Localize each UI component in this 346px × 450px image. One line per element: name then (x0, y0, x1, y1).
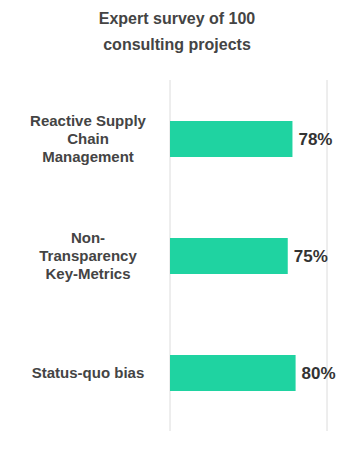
svg-text:80%: 80% (302, 364, 336, 383)
svg-text:78%: 78% (298, 130, 332, 149)
html-text:Expert survey of 100 consultin: Expert survey of 100 consulting projects (98, 10, 256, 53)
svg-text:Status-quo bias: Status-quo bias (32, 364, 145, 381)
svg-text:75%: 75% (294, 247, 328, 266)
svg-text:Reactive SupplyChainManagement: Reactive SupplyChainManagement (30, 112, 147, 165)
svg-text:Non-TransparencyKey-Metrics: Non-TransparencyKey-Metrics (39, 229, 137, 282)
